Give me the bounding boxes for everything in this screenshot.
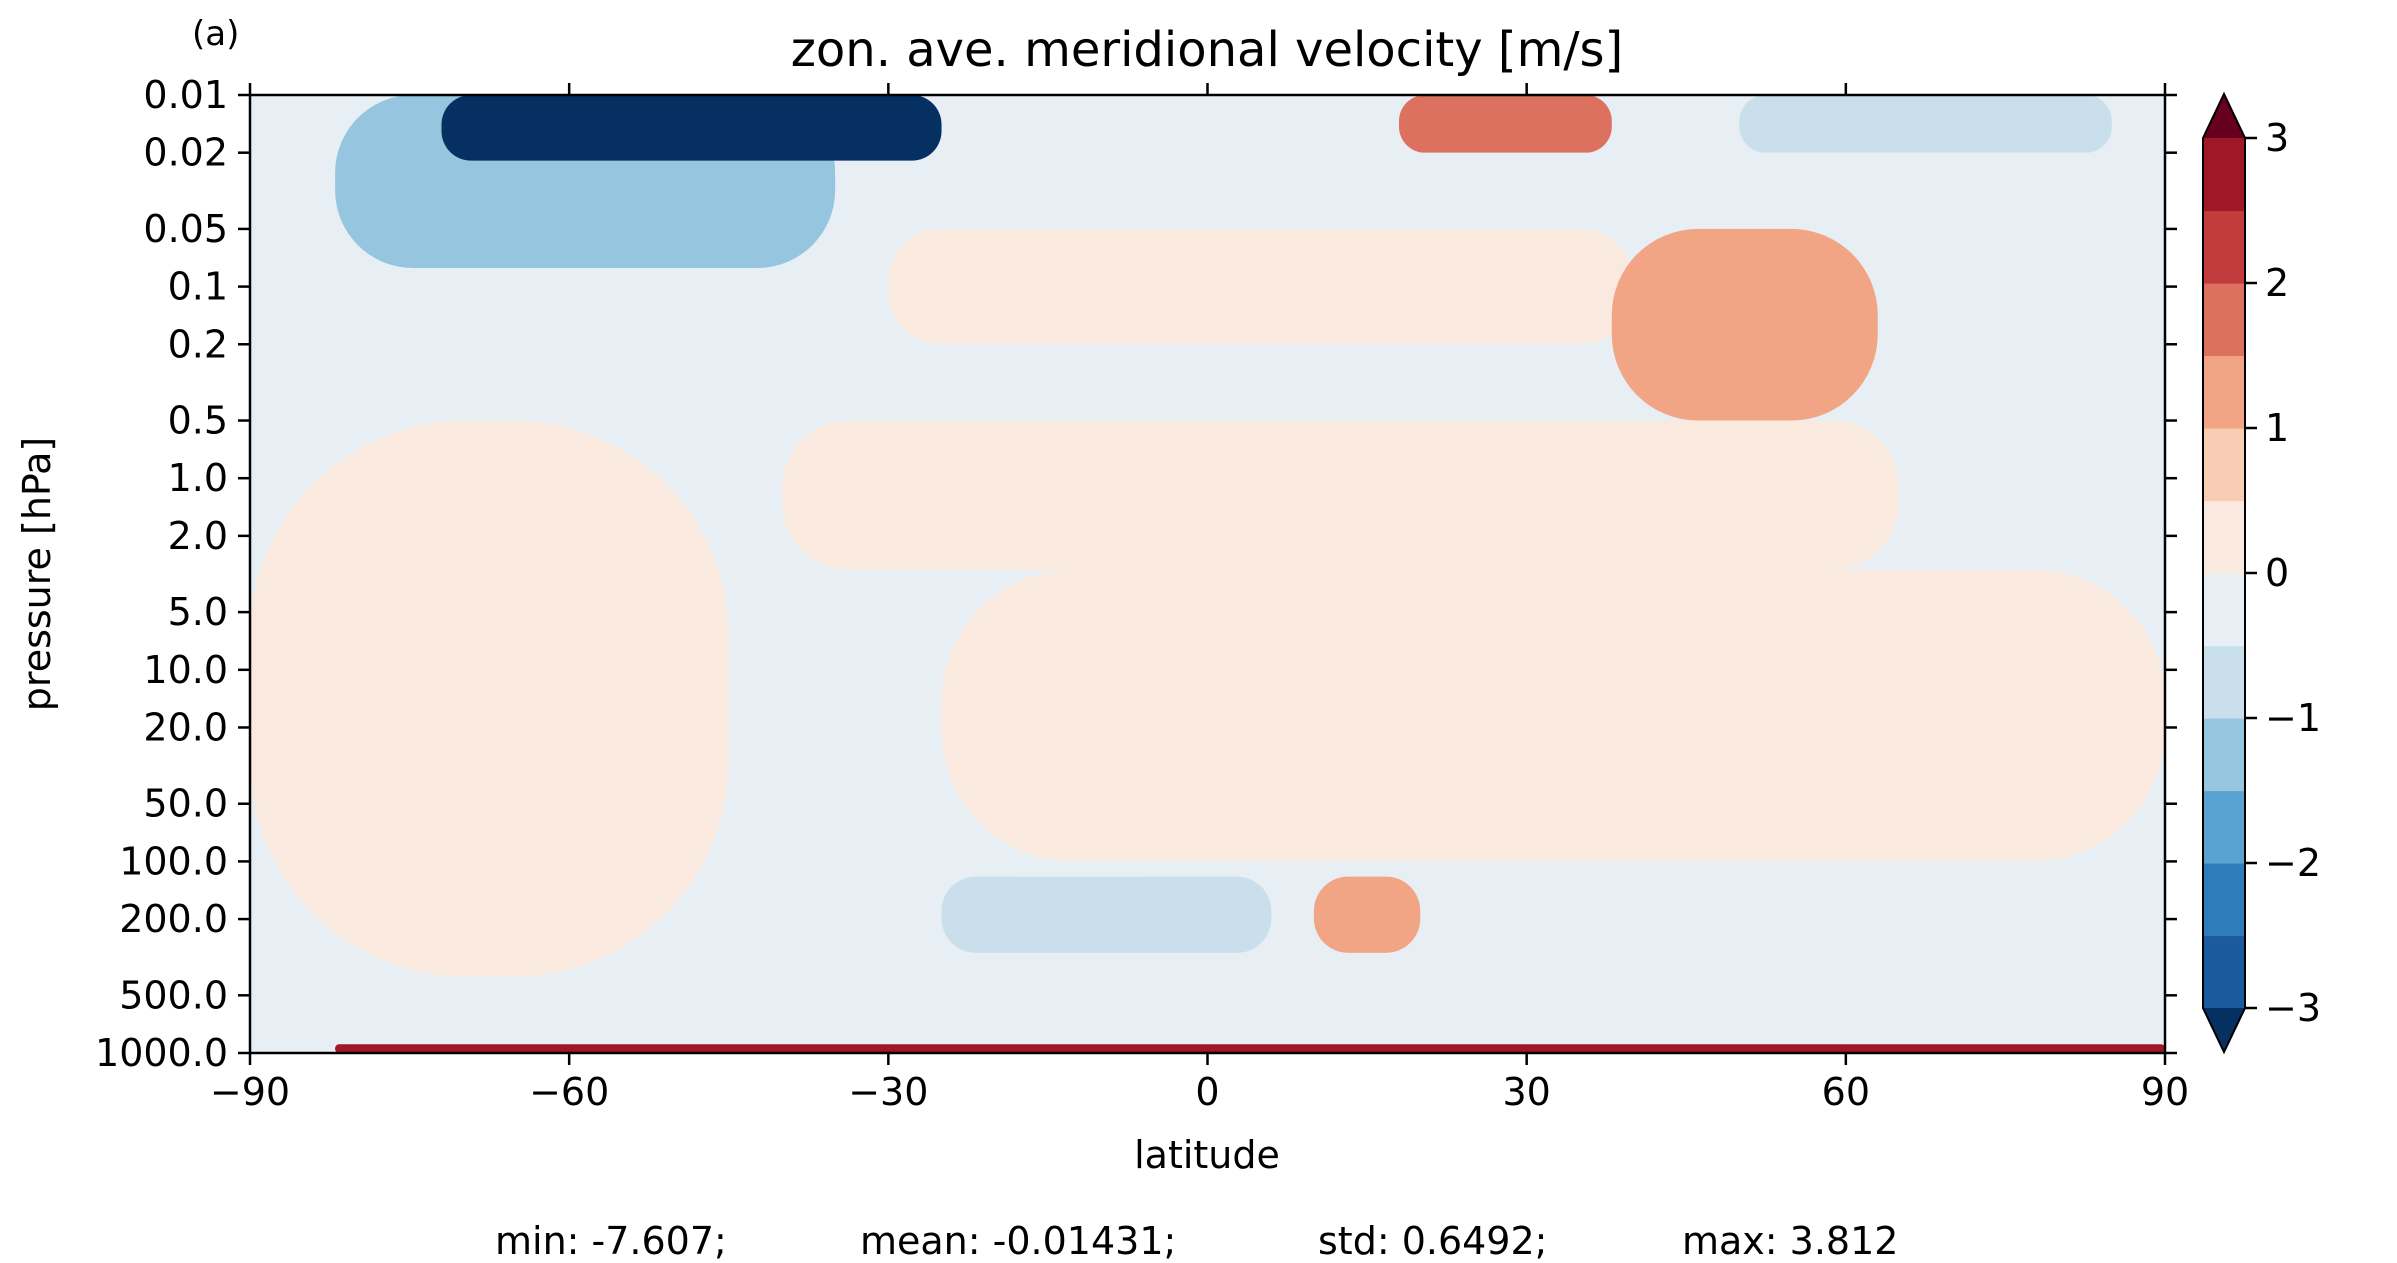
stat-mean: mean: -0.01431; [860,1219,1176,1263]
contour-region-3 [781,420,1900,570]
colorbar-tick-label: 0 [2265,551,2289,595]
y-tick-label: 50.0 [143,782,228,826]
colorbar-segment [2203,573,2245,647]
x-tick-label: −90 [210,1070,290,1114]
chart-title: zon. ave. meridional velocity [m/s] [791,22,1624,78]
y-tick-label: 5.0 [168,590,228,634]
colorbar-segment [2203,718,2245,792]
y-tick-label: 1.0 [168,456,228,500]
x-tick-label: 90 [2141,1070,2189,1114]
colorbar-tick-label: 3 [2265,116,2289,160]
x-tick-label: −60 [529,1070,609,1114]
y-axis-label: pressure [hPa] [15,437,59,711]
contour-region-11 [941,876,1272,953]
colorbar-segment [2203,863,2245,937]
x-tick-label: 30 [1502,1070,1550,1114]
colorbar-tick-label: −3 [2265,986,2321,1030]
y-tick-label: 200.0 [119,897,228,941]
contour-region-10 [1313,876,1421,953]
x-tick-label: −30 [848,1070,928,1114]
y-axis: 0.01 0.02 0.05 0.1 0.2 0.5 1.0 2.0 5.0 10.0 20.0 50… [95,73,2177,1075]
contour-region-2 [888,228,1634,345]
x-tick-label: 60 [1822,1070,1870,1114]
colorbar-segment [2203,645,2245,719]
colorbar: −3 −2 −1 0 1 2 3 [2202,91,2321,1055]
colorbar-segment [2203,790,2245,864]
colorbar-extend-over [2203,94,2245,138]
y-tick-label: 500.0 [119,973,228,1017]
colorbar-segment [2203,428,2245,502]
y-tick-label: 2.0 [168,514,228,558]
stat-std: std: 0.6492; [1318,1219,1547,1263]
contour-region-9 [1739,95,2112,153]
colorbar-tick-label: 1 [2265,406,2289,450]
contour-field [250,95,2165,1053]
stat-max: max: 3.812 [1682,1219,1898,1263]
y-tick-label: 100.0 [119,839,228,883]
y-tick-label: 10.0 [143,648,228,692]
x-axis-label: latitude [1134,1133,1280,1177]
y-tick-label: 1000.0 [95,1031,228,1075]
y-tick-label: 0.01 [143,73,228,117]
contour-region-1 [250,420,729,977]
x-axis: −90 −60 −30 0 30 60 90 [210,83,2189,1114]
panel-label: (a) [192,14,239,54]
y-tick-label: 20.0 [143,705,228,749]
colorbar-segment [2203,355,2245,429]
colorbar-tick-label: 2 [2265,261,2289,305]
colorbar-tick-label: −2 [2265,841,2321,885]
y-tick-label: 0.05 [143,207,228,251]
contour-region-12 [335,1044,2165,1053]
colorbar-tick-label: −1 [2265,696,2321,740]
y-tick-label: 0.2 [168,322,228,366]
colorbar-segment [2203,210,2245,284]
colorbar-segment [2203,138,2245,212]
stat-min: min: -7.607; [495,1219,727,1263]
x-tick-label: 0 [1195,1070,1219,1114]
contour-region-7 [1399,95,1612,153]
colorbar-segment [2203,500,2245,574]
y-tick-label: 0.1 [168,265,228,309]
contour-region-6 [441,95,942,161]
y-tick-label: 0.02 [143,131,228,175]
colorbar-segment [2203,935,2245,1009]
contour-region-8 [1611,228,1878,421]
colorbar-extend-under [2203,1008,2245,1052]
colorbar-segment [2203,283,2245,357]
y-tick-label: 0.5 [168,399,228,443]
contour-region-4 [941,569,2165,862]
